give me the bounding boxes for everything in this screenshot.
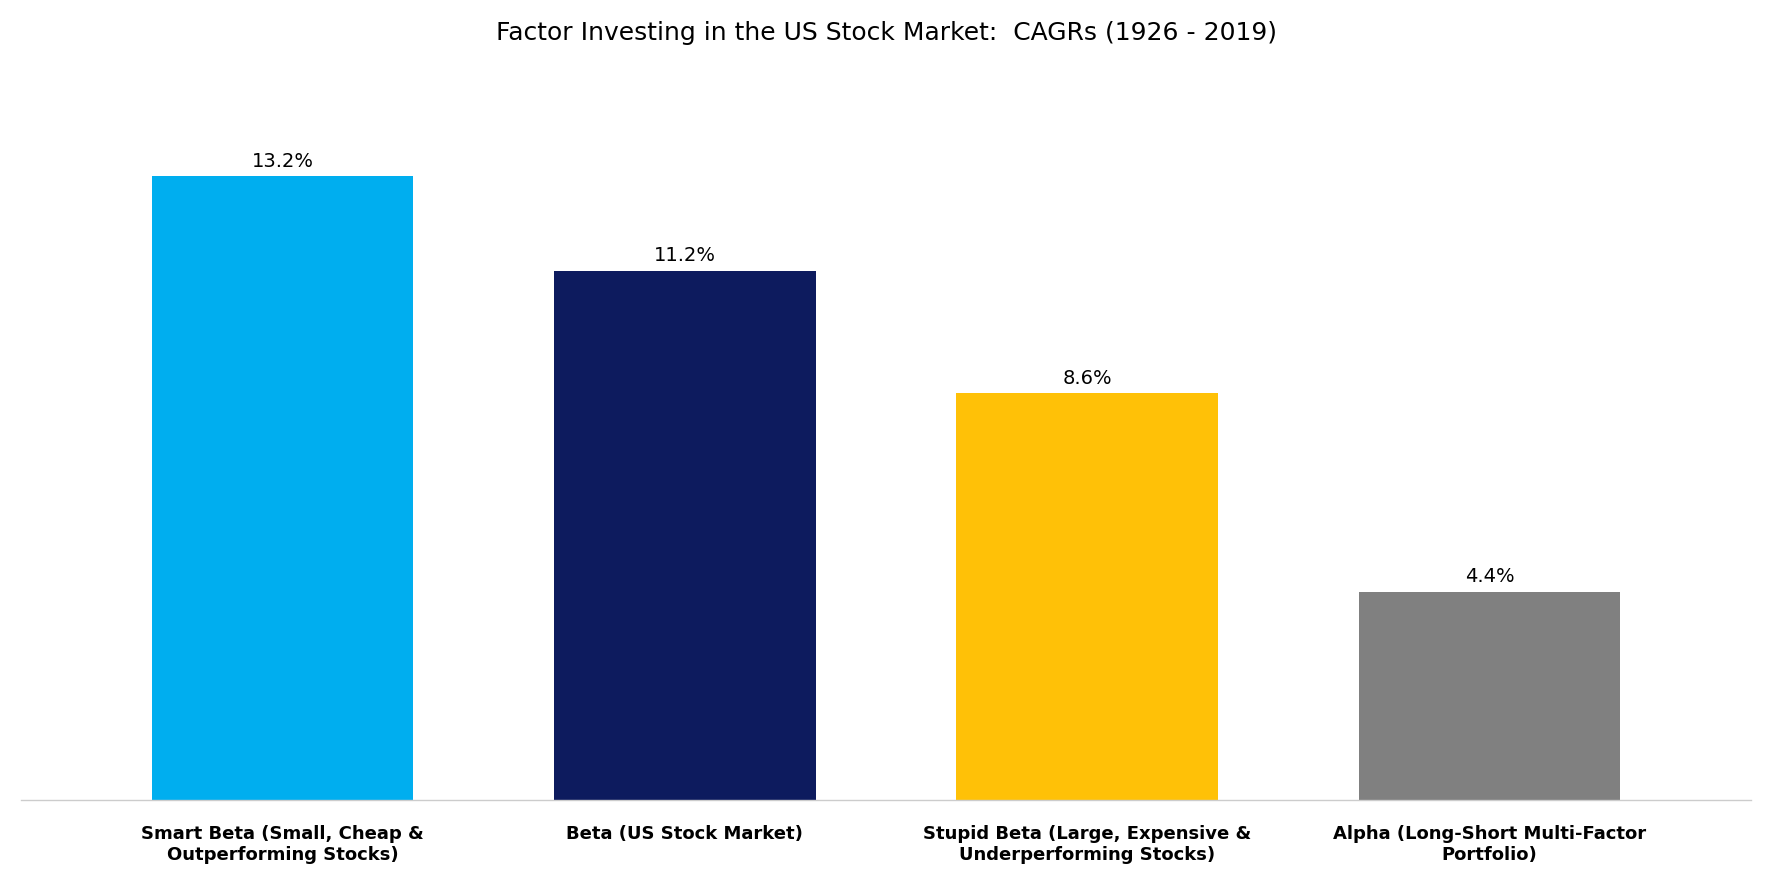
Bar: [555, 271, 815, 800]
Text: 8.6%: 8.6%: [1063, 369, 1113, 388]
Text: 13.2%: 13.2%: [252, 151, 314, 171]
Text: 11.2%: 11.2%: [654, 246, 716, 265]
Text: 4.4%: 4.4%: [1465, 567, 1515, 586]
Bar: [1359, 592, 1620, 800]
Bar: [152, 176, 413, 800]
Title: Factor Investing in the US Stock Market:  CAGRs (1926 - 2019): Factor Investing in the US Stock Market:…: [496, 21, 1276, 45]
Bar: [957, 394, 1217, 800]
